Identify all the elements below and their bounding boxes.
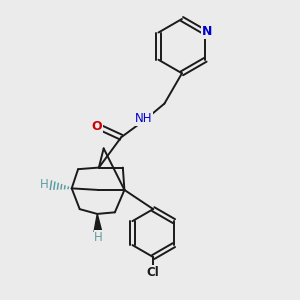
Text: H: H <box>94 231 103 244</box>
Text: NH: NH <box>135 112 152 125</box>
Text: O: O <box>91 119 102 133</box>
Polygon shape <box>94 214 102 232</box>
Text: Cl: Cl <box>147 266 160 279</box>
Text: N: N <box>202 25 212 38</box>
Text: H: H <box>40 178 48 191</box>
